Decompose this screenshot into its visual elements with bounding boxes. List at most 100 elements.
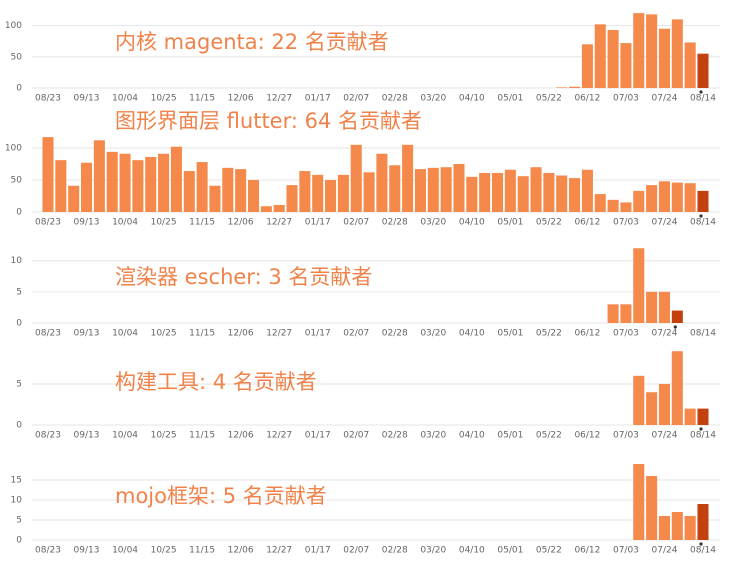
x-tick-label: 03/20	[420, 218, 446, 228]
x-tick-label: 08/14	[690, 94, 716, 104]
bar	[658, 291, 670, 323]
x-tick-label: 03/20	[420, 431, 446, 441]
bar	[209, 185, 221, 212]
bar	[132, 160, 144, 212]
current-week-dot	[699, 542, 703, 546]
x-tick-label: 07/03	[613, 329, 639, 339]
x-tick-label: 02/07	[343, 431, 369, 441]
x-tick-label: 10/25	[151, 546, 177, 556]
y-tick-label: 5	[16, 380, 22, 390]
x-tick-label: 07/24	[652, 94, 678, 104]
bar	[158, 153, 170, 212]
x-tick-label: 07/03	[613, 431, 639, 441]
x-tick-label: 12/06	[228, 546, 254, 556]
x-tick-label: 11/15	[189, 546, 215, 556]
x-tick-label: 10/04	[112, 329, 138, 339]
y-tick-label: 5	[16, 516, 22, 526]
bar	[440, 167, 452, 212]
x-tick-label: 12/06	[228, 329, 254, 339]
y-tick-label: 0	[16, 421, 22, 431]
x-tick-label: 05/01	[497, 329, 523, 339]
x-tick-label: 02/28	[382, 94, 408, 104]
x-tick-label: 07/24	[652, 329, 678, 339]
x-tick-label: 06/12	[574, 329, 600, 339]
x-tick-label: 03/20	[420, 546, 446, 556]
y-tick-label: 100	[5, 144, 22, 154]
x-tick-label: 01/17	[305, 546, 331, 556]
x-tick-label: 09/13	[74, 329, 100, 339]
x-tick-label: 08/23	[35, 431, 61, 441]
x-tick-label: 02/07	[343, 329, 369, 339]
x-tick-label: 10/25	[151, 94, 177, 104]
x-tick-label: 11/15	[189, 431, 215, 441]
chart-title: mojo框架: 5 名贡献者	[115, 484, 327, 508]
bar	[222, 167, 234, 212]
bar	[671, 182, 683, 212]
bar	[93, 140, 105, 212]
bar	[427, 167, 439, 212]
bar	[196, 162, 208, 212]
bar	[684, 408, 696, 425]
bar	[671, 19, 683, 88]
x-tick-label: 03/20	[420, 329, 446, 339]
bar	[658, 384, 670, 425]
bar	[697, 408, 709, 425]
x-tick-label: 07/03	[613, 546, 639, 556]
x-tick-label: 10/25	[151, 218, 177, 228]
x-tick-label: 11/15	[189, 94, 215, 104]
x-tick-label: 02/07	[343, 218, 369, 228]
x-tick-label: 06/12	[574, 431, 600, 441]
bar	[607, 199, 619, 212]
x-tick-label: 08/14	[690, 218, 716, 228]
bar	[286, 185, 298, 212]
y-tick-label: 10	[11, 496, 23, 506]
x-tick-label: 12/06	[228, 218, 254, 228]
bar	[556, 175, 568, 212]
y-tick-label: 50	[11, 176, 23, 186]
x-tick-label: 04/10	[459, 546, 485, 556]
x-tick-label: 12/06	[228, 431, 254, 441]
bar	[453, 164, 465, 212]
bar	[658, 28, 670, 88]
y-tick-label: 0	[16, 84, 22, 94]
x-tick-label: 02/28	[382, 431, 408, 441]
bar	[620, 304, 632, 323]
x-tick-label: 05/22	[536, 546, 562, 556]
x-tick-label: 05/22	[536, 329, 562, 339]
bar	[646, 392, 658, 425]
x-tick-label: 12/27	[266, 546, 292, 556]
x-tick-label: 09/13	[74, 94, 100, 104]
bar	[556, 87, 568, 88]
x-tick-label: 05/01	[497, 431, 523, 441]
bar	[671, 512, 683, 540]
x-tick-label: 02/28	[382, 218, 408, 228]
bar	[247, 180, 260, 212]
x-tick-label: 12/27	[266, 218, 292, 228]
bar	[684, 516, 696, 540]
bar	[402, 144, 414, 212]
x-tick-label: 12/27	[266, 94, 292, 104]
current-week-dot	[699, 427, 703, 431]
bar	[106, 151, 118, 212]
x-tick-label: 05/22	[536, 218, 562, 228]
bar	[543, 172, 555, 212]
bar	[55, 160, 67, 212]
x-tick-label: 08/23	[35, 329, 61, 339]
bar	[658, 181, 670, 212]
x-tick-label: 07/03	[613, 94, 639, 104]
current-week-dot	[699, 90, 703, 94]
bar	[697, 504, 709, 540]
x-tick-label: 07/24	[652, 218, 678, 228]
bar	[646, 185, 658, 212]
bar	[569, 178, 581, 212]
y-tick-label: 15	[11, 476, 22, 486]
bar	[607, 304, 619, 323]
bar	[517, 176, 529, 212]
x-tick-label: 11/15	[189, 329, 215, 339]
current-week-dot	[699, 214, 703, 218]
x-tick-label: 09/13	[74, 546, 100, 556]
bar	[581, 169, 593, 212]
x-tick-label: 02/07	[343, 546, 369, 556]
x-tick-label: 10/25	[151, 329, 177, 339]
y-tick-label: 0	[16, 536, 22, 546]
